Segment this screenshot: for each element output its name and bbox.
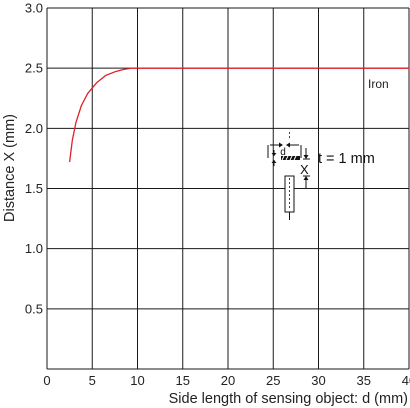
y-tick-label: 2.5	[25, 61, 43, 76]
y-axis-title: Distance X (mm)	[2, 114, 18, 222]
hatch-2	[285, 155, 289, 161]
grid	[46, 7, 410, 370]
d-label: d	[280, 147, 286, 158]
x-tick-label: 25	[266, 373, 280, 388]
sensor-diagram: d t = 1 mm X	[267, 132, 375, 220]
y-tick-label: 2.0	[25, 121, 43, 136]
series-line-iron	[68, 67, 409, 163]
y-tick-label: 1.5	[25, 181, 43, 196]
hatch-4	[293, 155, 297, 161]
x-tick-label: 0	[43, 373, 50, 388]
x-tick-label: 10	[130, 373, 144, 388]
d-arrow-left	[286, 142, 290, 148]
x-tick-label: 30	[311, 373, 325, 388]
hatch-1	[281, 155, 285, 161]
x-distance-label: X	[300, 162, 309, 177]
hatch-3	[289, 155, 293, 161]
x-arrow-bottom	[303, 176, 309, 180]
y-tick-label: 1.0	[25, 241, 43, 256]
x-tick-label: 15	[176, 373, 190, 388]
d-arrow-right	[279, 142, 283, 148]
series-label-iron: Iron	[368, 77, 389, 91]
y-tick-label: 0.5	[25, 301, 43, 316]
x-axis-title: Side length of sensing object: d (mm)	[169, 391, 408, 407]
y-tick-label: 3.0	[25, 1, 43, 16]
series-lines	[68, 67, 409, 163]
x-tick-label: 20	[221, 373, 235, 388]
t-arrow-bottom	[271, 160, 277, 163]
thickness-label: t = 1 mm	[318, 151, 375, 167]
x-tick-label: 5	[89, 373, 96, 388]
x-arrow-top	[303, 155, 309, 159]
x-tick-label: 35	[357, 373, 371, 388]
x-tick-label: 40	[402, 373, 410, 388]
x-tick-labels: 0 5 10 15 20 25 30 35 40	[43, 373, 410, 388]
y-tick-labels: 0.5 1.0 1.5 2.0 2.5 3.0	[25, 1, 43, 317]
t-arrow-top	[271, 153, 277, 156]
